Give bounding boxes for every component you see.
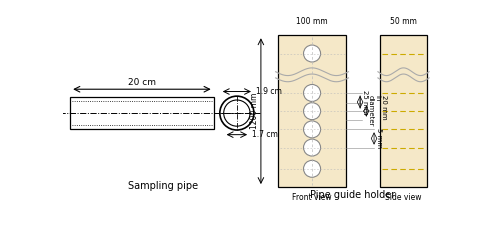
Text: Sampling pipe: Sampling pipe xyxy=(128,181,198,191)
Text: 25 mm: 25 mm xyxy=(362,90,368,114)
Circle shape xyxy=(304,103,320,120)
Text: 20 cm: 20 cm xyxy=(128,78,156,87)
Circle shape xyxy=(304,85,320,101)
Text: 1.9 cm: 1.9 cm xyxy=(256,87,282,96)
Text: 20 mm
in
diameter: 20 mm in diameter xyxy=(368,95,387,127)
Text: 100 mm: 100 mm xyxy=(296,17,328,26)
Text: 1.7 cm: 1.7 cm xyxy=(252,130,278,139)
Bar xyxy=(70,97,214,129)
Circle shape xyxy=(304,160,320,177)
Circle shape xyxy=(304,139,320,156)
Bar xyxy=(278,35,346,187)
Circle shape xyxy=(304,45,320,62)
Text: 50 mm: 50 mm xyxy=(390,17,417,26)
Text: 5 mm: 5 mm xyxy=(376,128,382,148)
Text: Front view: Front view xyxy=(292,193,332,202)
Text: Pipe guide holder: Pipe guide holder xyxy=(310,190,396,200)
Bar xyxy=(380,35,427,187)
Text: Side view: Side view xyxy=(385,193,422,202)
Text: 1200 mm: 1200 mm xyxy=(250,93,258,129)
Circle shape xyxy=(304,121,320,138)
